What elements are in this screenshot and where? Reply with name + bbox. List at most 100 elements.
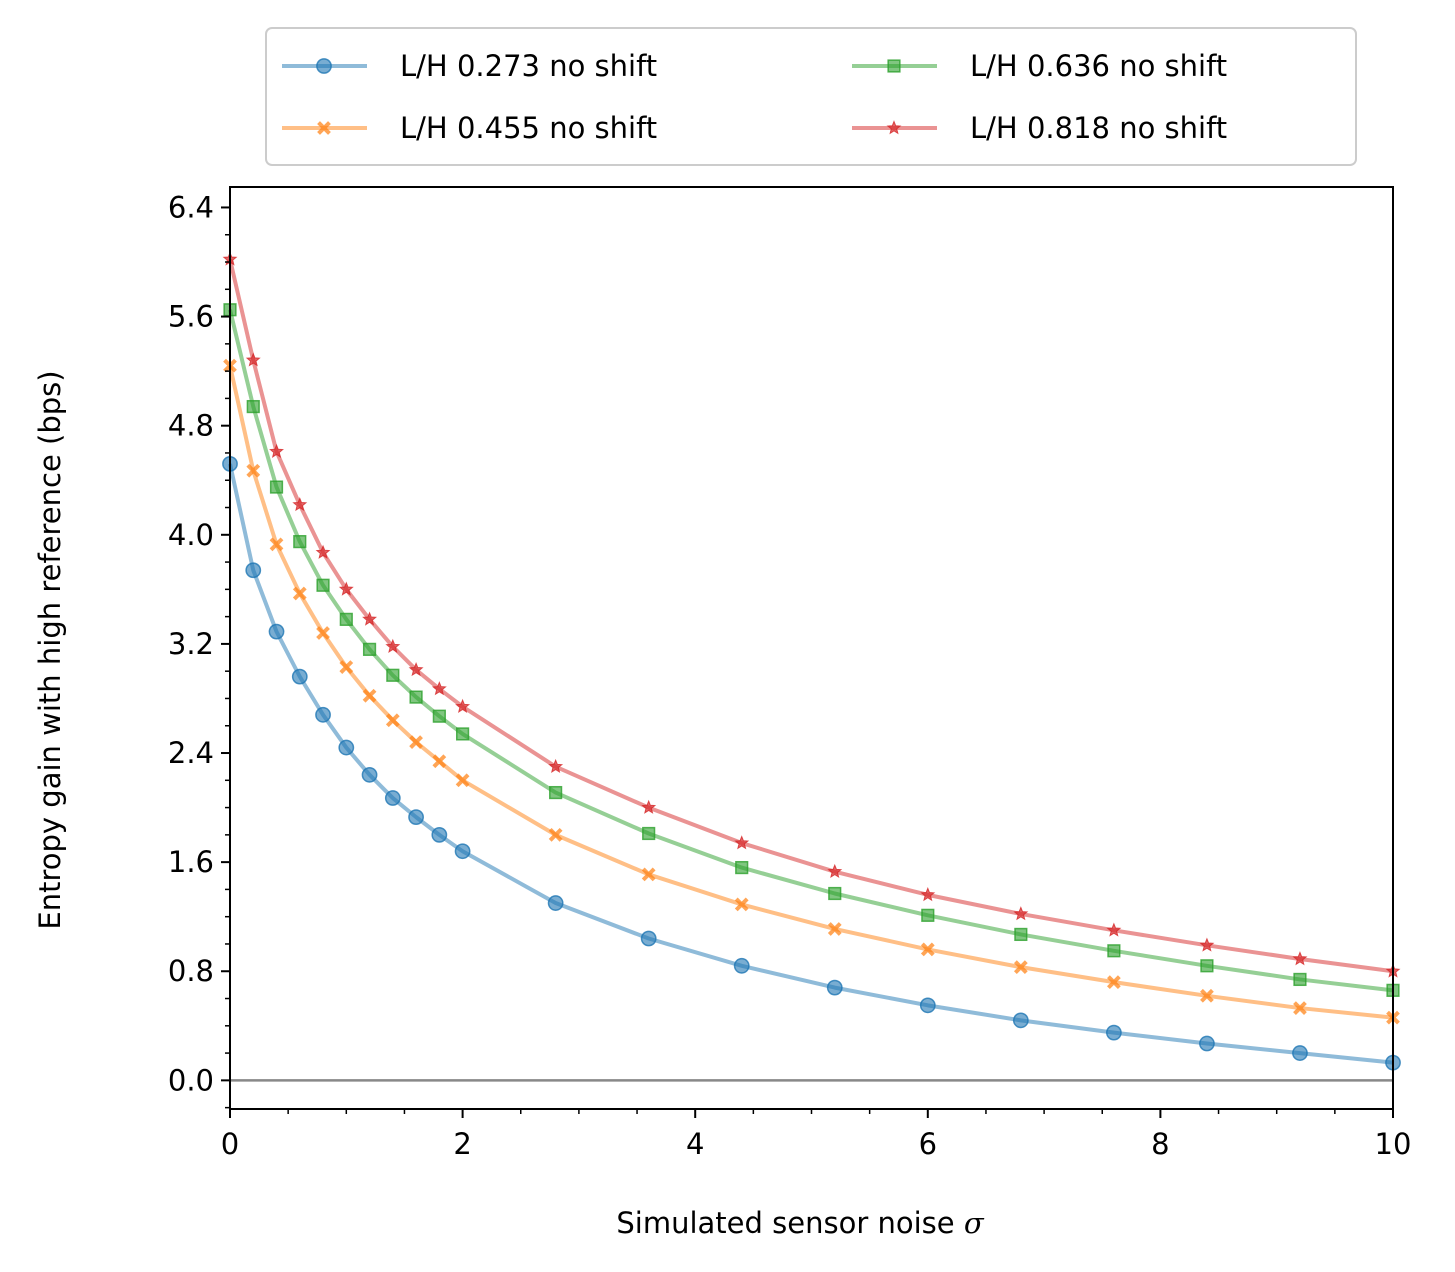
data-point xyxy=(548,827,563,842)
data-point xyxy=(1199,937,1215,952)
data-point xyxy=(431,681,447,696)
data-point xyxy=(1200,988,1214,1003)
data-point xyxy=(549,785,563,800)
x-axis: 0 2 4 6 8 10 xyxy=(221,1109,1412,1161)
data-point xyxy=(1013,960,1028,975)
data-point xyxy=(268,623,285,640)
data-point xyxy=(919,997,936,1014)
legend-item: L/H 0.273 no shift xyxy=(282,49,657,83)
data-point xyxy=(827,922,842,936)
data-point xyxy=(316,626,330,640)
legend-box xyxy=(265,27,1357,166)
data-point xyxy=(361,766,378,783)
data-point xyxy=(245,352,261,367)
x-tick-label: 10 xyxy=(1375,1127,1412,1161)
data-point xyxy=(246,463,261,478)
data-point xyxy=(826,979,843,996)
y-tick-label: 5.6 xyxy=(168,300,214,334)
legend-item: L/H 0.636 no shift xyxy=(852,49,1227,83)
data-point xyxy=(408,809,424,826)
y-tick-label: 3.2 xyxy=(168,627,214,661)
data-point xyxy=(1292,951,1308,966)
y-tick-label: 2.4 xyxy=(168,736,214,770)
legend-label: L/H 0.455 no shift xyxy=(400,111,657,145)
data-point xyxy=(1106,922,1122,937)
legend: L/H 0.273 no shift L/H 0.455 no shift L/H … xyxy=(265,27,1357,166)
x-tick-label: 8 xyxy=(1151,1127,1169,1161)
data-point xyxy=(362,688,377,703)
data-point xyxy=(455,698,471,713)
data-point xyxy=(315,544,331,559)
y-tick-label: 1.6 xyxy=(168,845,214,879)
series-2 xyxy=(223,358,1400,1025)
data-point xyxy=(362,611,378,626)
data-point xyxy=(316,58,332,74)
data-point xyxy=(733,957,750,974)
data-point xyxy=(1293,1001,1307,1015)
data-point xyxy=(641,799,657,814)
data-point xyxy=(317,121,331,135)
series-layer xyxy=(222,251,1401,1071)
x-tick-label: 4 xyxy=(686,1127,704,1161)
y-tick-label: 4.8 xyxy=(168,409,214,443)
data-point xyxy=(1199,1035,1215,1052)
plot-area xyxy=(230,187,1393,1109)
data-point xyxy=(920,887,936,902)
data-point xyxy=(640,930,657,947)
data-point xyxy=(642,826,656,841)
data-point xyxy=(246,399,260,414)
data-point xyxy=(1292,1045,1308,1061)
data-point xyxy=(1293,972,1307,987)
data-point xyxy=(1107,944,1121,958)
legend-label: L/H 0.818 no shift xyxy=(970,111,1227,145)
y-tick-label: 0.0 xyxy=(168,1063,214,1097)
data-point xyxy=(245,562,262,579)
data-point xyxy=(828,886,842,901)
data-point xyxy=(385,713,400,728)
y-tick-label: 4.0 xyxy=(168,518,214,552)
data-point xyxy=(293,535,307,549)
data-point xyxy=(1105,1024,1122,1041)
data-point xyxy=(408,661,424,677)
data-point xyxy=(316,578,330,592)
data-point xyxy=(456,727,470,741)
data-point xyxy=(431,826,448,843)
data-point xyxy=(547,895,564,911)
data-point xyxy=(385,638,401,653)
data-point xyxy=(1013,906,1029,921)
data-point xyxy=(339,660,354,674)
data-point xyxy=(386,668,400,682)
data-point xyxy=(362,642,377,656)
y-axis-label: Entropy gain with high reference (bps) xyxy=(33,370,67,929)
data-point xyxy=(1200,959,1214,973)
series-3 xyxy=(223,303,1400,997)
x-axis-label-text: Simulated sensor noise xyxy=(616,1206,954,1240)
data-point xyxy=(315,706,331,723)
y-tick-label: 6.4 xyxy=(168,190,214,224)
x-axis-label: Simulated sensor noise σ xyxy=(616,1206,984,1240)
data-point xyxy=(886,120,902,135)
data-point xyxy=(734,897,749,912)
data-point xyxy=(735,860,749,875)
legend-label: L/H 0.636 no shift xyxy=(970,49,1227,83)
data-point xyxy=(734,835,750,850)
data-point xyxy=(921,908,935,922)
data-point xyxy=(455,773,470,788)
legend-item: L/H 0.455 no shift xyxy=(282,111,657,145)
x-tick-label: 0 xyxy=(221,1127,239,1161)
data-point xyxy=(338,581,354,596)
data-point xyxy=(269,443,284,458)
data-point xyxy=(338,739,355,756)
data-point xyxy=(409,690,423,704)
legend-item: L/H 0.818 no shift xyxy=(852,111,1227,145)
data-point xyxy=(292,586,307,601)
data-point xyxy=(1012,1012,1029,1029)
data-point xyxy=(454,843,471,860)
data-point xyxy=(291,668,308,685)
legend-label: L/H 0.273 no shift xyxy=(400,49,657,83)
data-point xyxy=(548,758,564,774)
data-point xyxy=(292,496,308,512)
x-tick-label: 6 xyxy=(919,1127,937,1161)
data-point xyxy=(432,754,447,769)
